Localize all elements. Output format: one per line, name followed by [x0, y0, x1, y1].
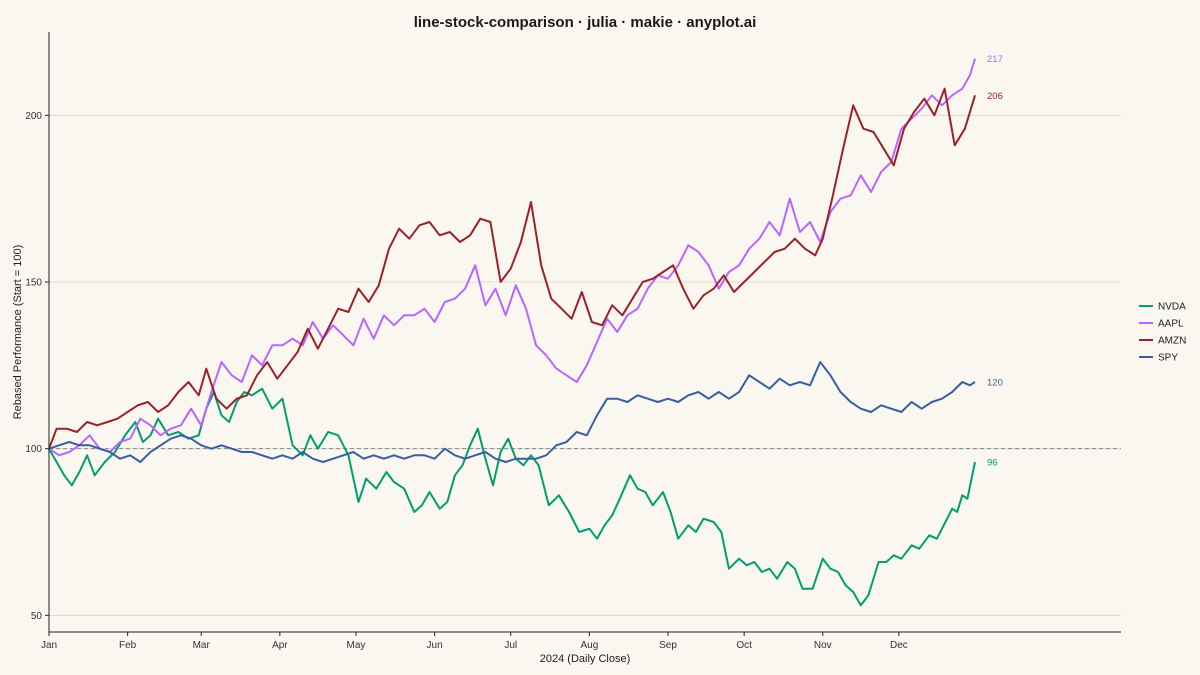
x-tick-label: Jan [41, 640, 57, 651]
end-label-nvda: 96 [987, 458, 998, 469]
x-tick-label: Mar [193, 640, 211, 651]
y-tick-label: 150 [25, 278, 42, 289]
x-tick-label: Jul [504, 640, 517, 651]
series-lines [48, 58, 976, 607]
series-line-nvda [48, 387, 976, 607]
legend-label-aapl: AAPL [1158, 319, 1184, 330]
x-axis-ticks: Jan Feb Mar Apr May Jun Jul Aug Sep Oct Nov Dec [41, 632, 908, 651]
x-tick-label: Feb [119, 640, 137, 651]
y-tick-label: 200 [25, 111, 42, 122]
x-tick-label: Sep [659, 640, 677, 651]
x-tick-label: May [347, 640, 366, 651]
legend-label-amzn: AMZN [1158, 336, 1186, 347]
x-tick-label: Apr [272, 640, 288, 651]
end-label-aapl: 217 [987, 54, 1003, 65]
grid [49, 114, 1121, 616]
y-axis-ticks: 50 100 150 200 [25, 111, 49, 622]
chart-title: line-stock-comparison · julia · makie · … [414, 14, 757, 31]
x-axis-label: 2024 (Daily Close) [540, 653, 630, 665]
x-tick-label: Nov [814, 640, 832, 651]
x-tick-label: Oct [736, 640, 752, 651]
y-tick-label: 50 [31, 611, 43, 622]
series-line-spy [48, 361, 976, 463]
end-labels: 96 217 206 120 [987, 54, 1003, 468]
x-tick-label: Dec [890, 640, 908, 651]
legend-label-spy: SPY [1158, 353, 1178, 364]
end-label-spy: 120 [987, 378, 1003, 389]
series-line-aapl [48, 58, 976, 457]
x-tick-label: Aug [580, 640, 598, 651]
legend-label-nvda: NVDA [1158, 302, 1186, 313]
x-tick-label: Jun [427, 640, 443, 651]
y-tick-label: 100 [25, 444, 42, 455]
y-axis-label: Rebased Performance (Start = 100) [12, 245, 24, 420]
end-label-amzn: 206 [987, 91, 1003, 102]
series-line-amzn [48, 87, 976, 450]
legend: NVDA AAPL AMZN SPY [1139, 302, 1186, 364]
